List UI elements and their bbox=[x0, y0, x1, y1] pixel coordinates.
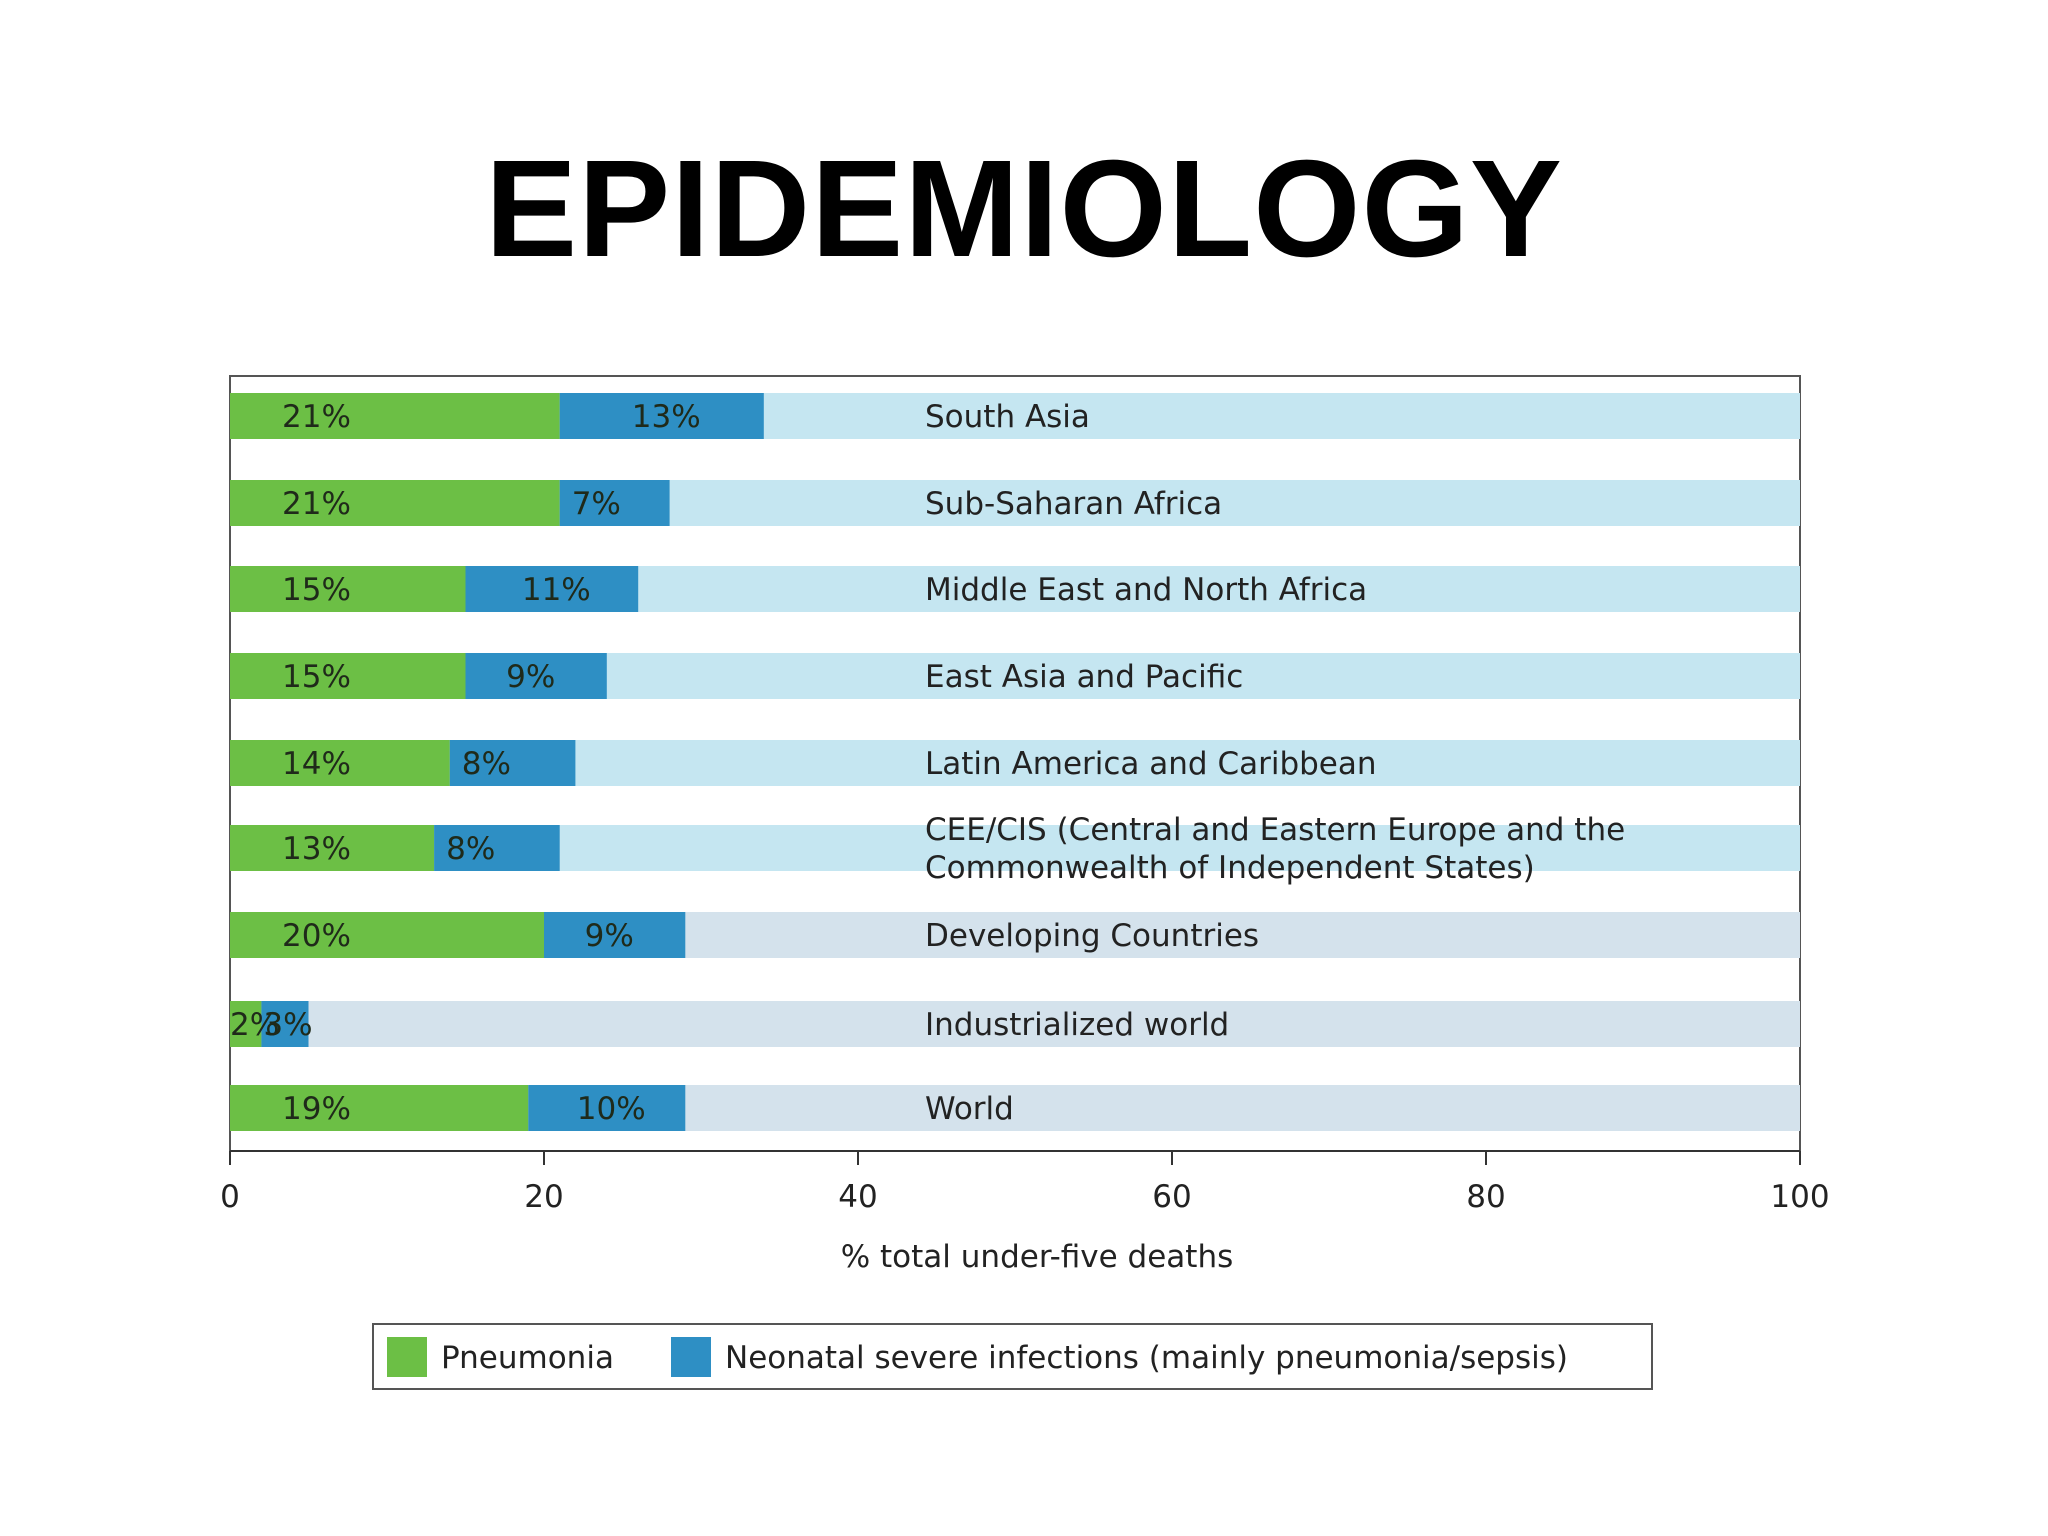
bar-row: 20% 9% Developing Countries bbox=[230, 912, 1800, 958]
bar-segment-neonatal bbox=[559, 393, 764, 439]
data-label-neonatal: 9% bbox=[585, 918, 634, 954]
legend-label-pneumonia: Pneumonia bbox=[441, 1340, 614, 1376]
bar-row: 21% 13% South Asia bbox=[230, 393, 1800, 439]
bar-segment-pneumonia bbox=[230, 566, 466, 612]
bar-row: 15% 11% Middle East and North Africa bbox=[230, 566, 1800, 612]
legend-swatch-neonatal bbox=[671, 1337, 711, 1377]
data-label-pneumonia: 15% bbox=[282, 659, 351, 695]
legend-swatch-pneumonia bbox=[387, 1337, 427, 1377]
bar-row: 13% 8% CEE/CIS (Central and Eastern Europe… bbox=[230, 812, 1800, 886]
bar-row: 19% 10% World bbox=[230, 1085, 1800, 1131]
bar-segment-pneumonia bbox=[230, 1001, 262, 1047]
data-label-pneumonia: 21% bbox=[282, 399, 351, 435]
data-label-neonatal: 7% bbox=[572, 486, 621, 522]
data-label-pneumonia: 13% bbox=[282, 831, 351, 867]
bar-segment-pneumonia bbox=[230, 393, 560, 439]
data-label-neonatal: 10% bbox=[577, 1091, 646, 1127]
data-label-neonatal: 8% bbox=[446, 831, 495, 867]
x-tick-label: 0 bbox=[220, 1179, 240, 1215]
data-label-neonatal: 13% bbox=[632, 399, 701, 435]
bar-segment-neonatal bbox=[528, 1085, 686, 1131]
bar-segment-pneumonia bbox=[230, 480, 560, 526]
category-label: World bbox=[925, 1091, 1014, 1127]
bar-segment-pneumonia bbox=[230, 740, 450, 786]
category-label: East Asia and Pacific bbox=[925, 659, 1243, 695]
category-label: Developing Countries bbox=[925, 918, 1259, 954]
data-label-neonatal: 9% bbox=[506, 659, 555, 695]
category-label: Latin America and Caribbean bbox=[925, 746, 1377, 782]
data-label-pneumonia: 20% bbox=[282, 918, 351, 954]
bar-segment-neonatal bbox=[465, 653, 607, 699]
category-label: Commonwealth of Independent States) bbox=[925, 850, 1535, 886]
bar-segment-pneumonia bbox=[230, 912, 544, 958]
bar-segment-neonatal bbox=[559, 480, 670, 526]
x-axis-title: % total under-five deaths bbox=[841, 1239, 1234, 1275]
bar-row: 15% 9% East Asia and Pacific bbox=[230, 653, 1800, 699]
bar-segment-pneumonia bbox=[230, 653, 466, 699]
x-tick-label: 20 bbox=[524, 1179, 563, 1215]
bar-segment-neonatal bbox=[434, 825, 560, 871]
bar-background bbox=[230, 1001, 1800, 1047]
x-tick-label: 60 bbox=[1152, 1179, 1191, 1215]
data-label-neonatal: 3% bbox=[263, 1007, 312, 1043]
x-tick-label: 100 bbox=[1770, 1179, 1829, 1215]
bar-row: 14% 8% Latin America and Caribbean bbox=[230, 740, 1800, 786]
data-label-pneumonia: 14% bbox=[282, 746, 351, 782]
bar-segment-neonatal bbox=[544, 912, 686, 958]
bar-row: 21% 7% Sub-Saharan Africa bbox=[230, 480, 1800, 526]
bar-row: 2%3% Industrialized world bbox=[230, 1001, 1800, 1047]
data-label-pneumonia: 15% bbox=[282, 572, 351, 608]
bar-segment-pneumonia bbox=[230, 1085, 529, 1131]
page-title: EPIDEMIOLOGY bbox=[485, 132, 1563, 286]
x-tick-label: 40 bbox=[838, 1179, 877, 1215]
category-label: Sub-Saharan Africa bbox=[925, 486, 1222, 522]
data-label-pneumonia: 21% bbox=[282, 486, 351, 522]
legend: Pneumonia Neonatal severe infections (ma… bbox=[372, 1323, 1653, 1390]
bar-segment-pneumonia bbox=[230, 825, 435, 871]
bar-segment-neonatal bbox=[465, 566, 639, 612]
data-label-neonatal: 11% bbox=[522, 572, 591, 608]
category-label: Industrialized world bbox=[925, 1007, 1229, 1043]
category-label: Middle East and North Africa bbox=[925, 572, 1367, 608]
bar-segment-neonatal bbox=[261, 1001, 309, 1047]
data-label-pneumonia: 2% bbox=[230, 1007, 279, 1043]
legend-frame bbox=[372, 1323, 1653, 1390]
legend-label-neonatal: Neonatal severe infections (mainly pneum… bbox=[725, 1340, 1568, 1376]
category-label: South Asia bbox=[925, 399, 1090, 435]
data-label-pneumonia: 19% bbox=[282, 1091, 351, 1127]
bar-segment-neonatal bbox=[449, 740, 576, 786]
x-tick-label: 80 bbox=[1466, 1179, 1505, 1215]
category-label: CEE/CIS (Central and Eastern Europe and … bbox=[925, 812, 1625, 848]
data-label-neonatal: 8% bbox=[462, 746, 511, 782]
